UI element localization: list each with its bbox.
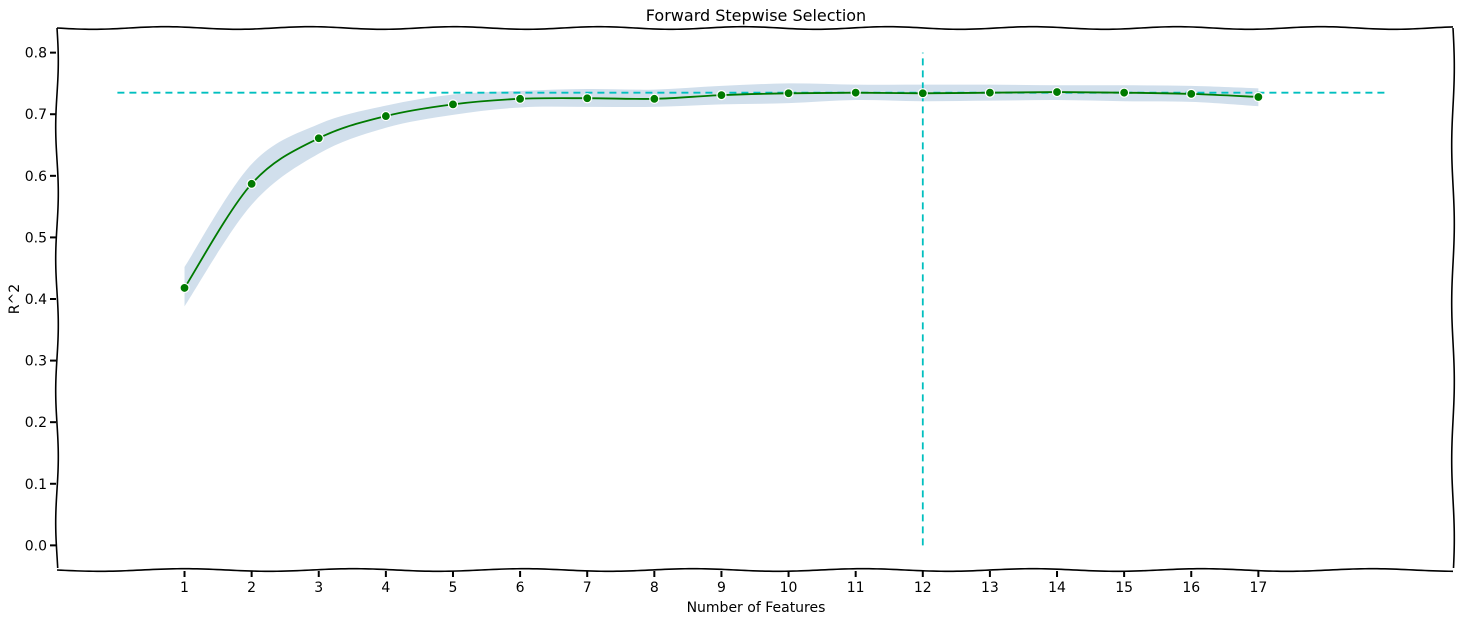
y-tick-label: 0.1 <box>25 477 47 493</box>
x-tick-label: 4 <box>381 580 390 596</box>
x-axis-label: Number of Features <box>687 600 826 616</box>
y-axis-ticks: 0.0 0.1 0.2 0.3 0.4 0.5 0.6 0.7 0.8 <box>25 46 56 554</box>
y-tick-label: 0.0 <box>25 538 47 554</box>
y-tick-label: 0.5 <box>25 230 47 246</box>
x-tick-label: 3 <box>314 580 323 596</box>
series-line <box>183 91 1259 289</box>
confidence-band-area <box>184 83 1259 307</box>
x-tick-label: 16 <box>1182 580 1200 596</box>
frame-left <box>54 27 60 569</box>
data-point-2 <box>246 178 257 189</box>
data-point-3 <box>313 133 324 144</box>
x-tick-label: 14 <box>1048 580 1066 596</box>
x-tick-label: 10 <box>780 580 798 596</box>
data-point-7 <box>582 93 593 104</box>
series-line-path <box>183 91 1259 289</box>
frame-right <box>1450 27 1456 569</box>
x-tick-label: 17 <box>1249 580 1267 596</box>
data-point-14 <box>1051 86 1063 98</box>
y-axis-label: R^2 <box>7 284 23 314</box>
data-point-5 <box>447 99 459 110</box>
x-tick-label: 11 <box>847 580 865 596</box>
x-tick-label: 9 <box>717 580 726 596</box>
data-point-16 <box>1186 88 1197 100</box>
data-point-8 <box>649 93 660 104</box>
series-markers <box>179 86 1264 294</box>
x-tick-label: 8 <box>650 580 659 596</box>
x-tick-label: 7 <box>583 580 592 596</box>
y-tick-label: 0.3 <box>25 354 47 370</box>
data-point-17 <box>1253 91 1264 103</box>
x-tick-label: 5 <box>449 580 458 596</box>
data-point-10 <box>783 88 794 99</box>
reference-lines <box>117 52 1386 546</box>
frame-top <box>56 25 1454 31</box>
plot-frame <box>54 25 1456 573</box>
x-tick-label: 13 <box>981 580 999 596</box>
x-tick-label: 15 <box>1115 580 1133 596</box>
x-tick-label: 1 <box>180 580 189 596</box>
data-point-4 <box>380 110 391 122</box>
x-tick-label: 6 <box>516 580 525 596</box>
confidence-band <box>184 83 1259 307</box>
y-tick-label: 0.8 <box>25 46 47 62</box>
data-point-15 <box>1119 87 1130 98</box>
data-point-12 <box>917 88 928 99</box>
frame-bottom <box>56 567 1454 573</box>
data-point-1 <box>179 282 190 294</box>
data-point-6 <box>514 93 526 104</box>
chart-title: Forward Stepwise Selection <box>646 6 866 25</box>
y-tick-label: 0.7 <box>25 107 47 123</box>
x-tick-label: 2 <box>247 580 256 596</box>
data-point-13 <box>984 87 996 98</box>
x-tick-label: 12 <box>914 580 932 596</box>
x-axis-ticks: 1 2 3 4 5 6 7 8 9 10 11 12 13 14 15 16 17 <box>180 571 1267 596</box>
data-point-9 <box>716 90 727 101</box>
y-tick-label: 0.2 <box>25 415 47 431</box>
y-tick-label: 0.4 <box>25 292 47 308</box>
y-tick-label: 0.6 <box>25 169 47 185</box>
data-point-11 <box>850 87 861 98</box>
